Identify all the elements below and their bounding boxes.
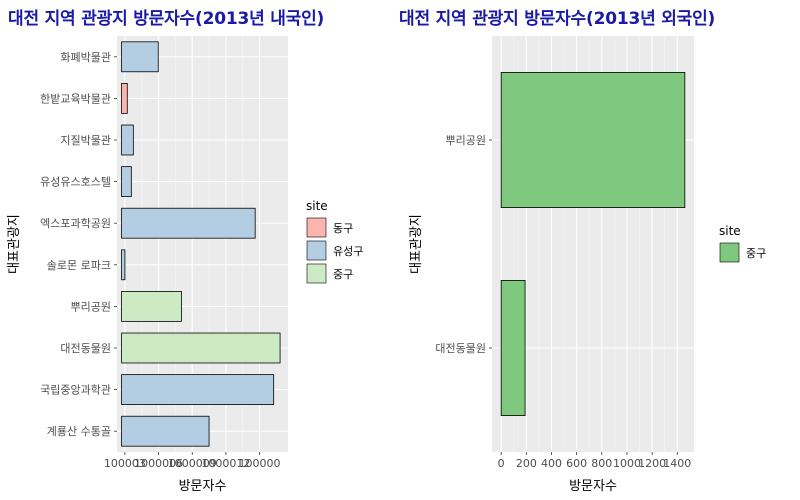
bar-유성유스호스텔: [121, 166, 132, 197]
bar-한밭교육박물관: [121, 83, 128, 114]
legend-key-동구: [306, 217, 327, 238]
x-tick-label: 100003: [104, 457, 146, 470]
x-tick-label: 1000012: [201, 457, 250, 470]
legend-key-중구: [719, 242, 740, 263]
bar-대전동물원: [121, 332, 281, 364]
legend-title: site: [719, 224, 741, 238]
x-axis-title: 방문자수: [569, 479, 617, 494]
y-tick-label: 엑스포과학공원: [40, 217, 111, 230]
bar-화폐박물관: [121, 41, 159, 73]
x-tick-label: 800: [591, 457, 612, 470]
x-tick-label: 600: [566, 457, 587, 470]
bar-엑스포과학공원: [121, 207, 256, 239]
y-axis-title: 대표관광지: [7, 214, 22, 274]
legend-key-유성구: [306, 240, 327, 261]
legend-key-중구: [306, 263, 327, 284]
y-tick-label: 대전동물원: [435, 342, 486, 355]
y-tick-label: 뿌리공원: [71, 300, 111, 313]
y-axis-title: 대표관광지: [409, 214, 424, 274]
bar-지질박물관: [121, 124, 134, 156]
legend-title: site: [306, 199, 328, 213]
legend-label-중구: 중구: [333, 268, 353, 281]
x-tick-label: 1000: [613, 457, 641, 470]
bar-솔로몬 로파크: [121, 249, 126, 281]
legend-label-유성구: 유성구: [333, 245, 363, 258]
x-axis-title: 방문자수: [179, 479, 227, 494]
bar-뿌리공원: [121, 291, 182, 322]
y-tick-label: 뿌리공원: [446, 134, 486, 147]
y-tick-label: 솔로몬 로파크: [47, 259, 111, 272]
y-tick-label: 국립중앙과학관: [40, 384, 111, 397]
x-tick-label: 400: [541, 457, 562, 470]
y-tick-label: 계룡산 수통골: [47, 425, 111, 438]
x-tick-label: 1400: [663, 457, 691, 470]
x-tick-label: 0: [498, 457, 505, 470]
bar-대전동물원: [500, 279, 526, 416]
bar-국립중앙과학관: [121, 374, 275, 405]
y-tick-label: 지질박물관: [60, 134, 111, 147]
bar-뿌리공원: [500, 72, 686, 208]
y-tick-label: 화폐박물관: [60, 51, 111, 64]
legend-label-중구: 중구: [746, 247, 766, 260]
chart-title-foreign: 대전 지역 관광지 방문자수(2013년 외국인): [399, 9, 716, 29]
chart-title-domestic: 대전 지역 관광지 방문자수(2013년 내국인): [8, 9, 325, 29]
x-tick-label: 1200: [638, 457, 666, 470]
bar-계룡산 수통골: [121, 415, 210, 447]
legend-label-동구: 동구: [333, 222, 353, 235]
x-tick-label: 1000009: [168, 457, 217, 470]
y-tick-label: 유성유스호스텔: [40, 176, 111, 189]
y-tick-label: 한밭교육박물관: [40, 92, 111, 105]
x-tick-label: 100000: [239, 457, 281, 470]
x-tick-label: 1000006: [134, 457, 183, 470]
y-tick-label: 대전동물원: [60, 342, 111, 355]
x-tick-label: 200: [516, 457, 537, 470]
